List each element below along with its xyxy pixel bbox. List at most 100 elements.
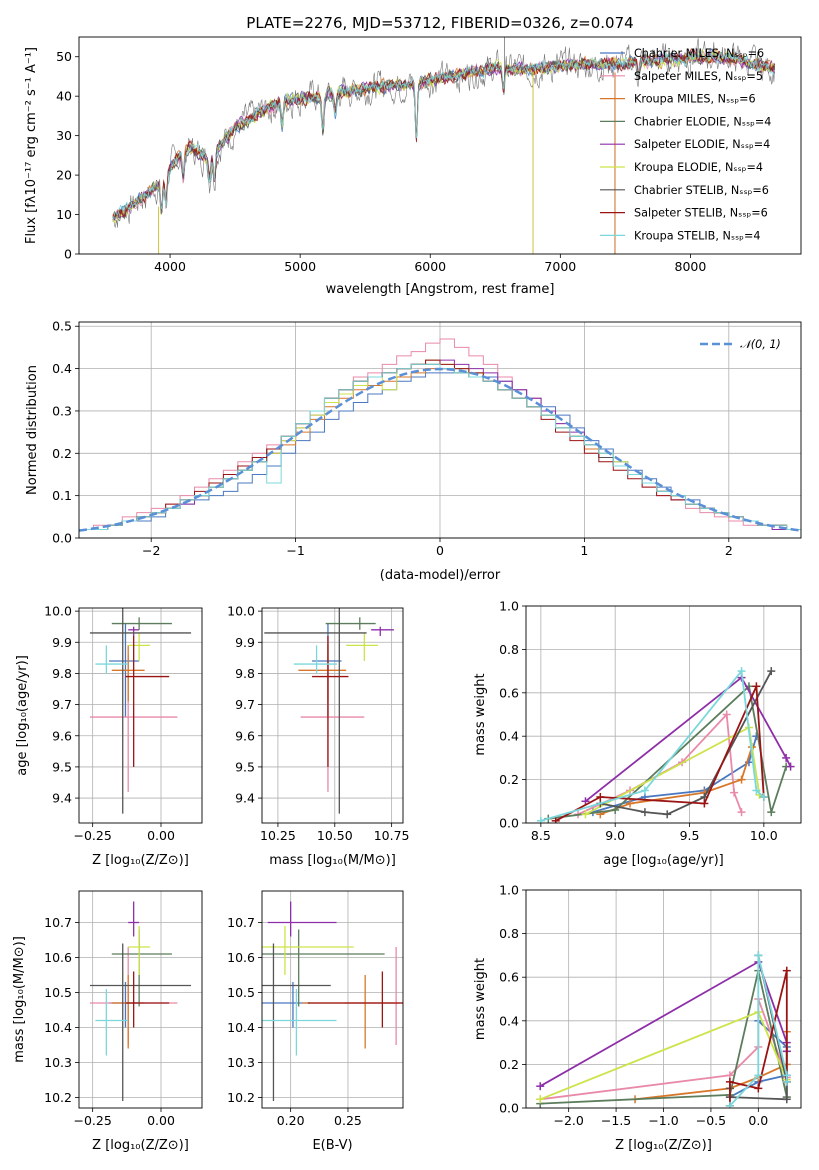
errorbars	[89, 901, 192, 1101]
weight-point	[737, 808, 746, 817]
y-tick-label: 0.8	[499, 642, 519, 657]
weight-point	[759, 792, 768, 801]
x-tick-label: 0.0	[748, 1113, 768, 1128]
y-tick-label: 0.6	[499, 970, 519, 985]
weight-point	[737, 775, 746, 784]
x-tick-label: 10.0	[750, 828, 778, 843]
y-tick-label: 10.0	[44, 604, 72, 619]
y-tick-label: 9.9	[235, 635, 255, 650]
age-vs-mass-panel: 10.25 10.50 10.75 9.4 9.5 9.6 9.7 9.8 9.9 10.0 mas…	[227, 604, 410, 868]
legend-label: Chabrier ELODIE, Nₛₛₚ=4	[634, 115, 771, 128]
errorbar-marker	[300, 654, 365, 792]
axes-frame	[261, 607, 404, 824]
errorbar-marker	[262, 929, 385, 1007]
normal-curve	[79, 367, 801, 532]
x-tick-label: 4000	[154, 259, 186, 274]
y-tick-label: 0.2	[499, 1057, 519, 1072]
errorbar-marker	[89, 608, 192, 814]
x-tick-label: −1	[286, 543, 304, 558]
x-tick-label: −2	[142, 543, 160, 558]
weight-point	[730, 788, 739, 797]
x-axis-label: Z [log₁₀(Z/Z⊙)]	[92, 853, 189, 868]
errorbar-marker	[344, 947, 403, 1045]
x-axis-label: mass [log₁₀(M/M⊙)]	[269, 853, 396, 868]
x-tick-label: 1	[580, 543, 588, 558]
x-tick-label: 7000	[544, 259, 576, 274]
y-tick-label: 10.4	[44, 1020, 72, 1035]
weight-point	[551, 816, 560, 823]
weight-line	[584, 676, 792, 803]
y-tick-label: 9.9	[52, 635, 72, 650]
weight-point	[767, 667, 776, 676]
errorbar-marker	[371, 626, 394, 637]
y-tick-label: 10.5	[44, 985, 72, 1000]
x-tick-label: 6000	[414, 259, 446, 274]
y-tick-label: 20	[56, 168, 72, 183]
y-tick-label: 9.4	[52, 791, 72, 806]
y-axis-label: mass [log₁₀(M/M⊙)]	[12, 936, 27, 1063]
legend-label: Chabrier MILES, Nₛₛₚ=6	[634, 47, 764, 60]
weight-vs-metallicity-panel: −2.0 −1.5 −1.0 −0.5 0.0 0.0 0.2 0.4 0.6 0.8 1.0 Z […	[473, 883, 802, 1153]
weight-point	[536, 1082, 545, 1091]
y-tick-label: 0.0	[499, 816, 519, 831]
weight-point	[626, 799, 635, 808]
x-tick-label: 0	[436, 543, 444, 558]
x-tick-label: 10.25	[260, 828, 296, 843]
y-tick-label: 0	[64, 247, 72, 262]
errorbars	[264, 608, 394, 814]
errorbar-marker	[262, 943, 331, 1101]
histogram-series	[79, 359, 801, 538]
spectrum-lines	[112, 37, 776, 254]
y-tick-label: 50	[56, 49, 72, 64]
x-axis-label: E(B-V)	[312, 1138, 352, 1153]
errorbar-marker	[111, 645, 145, 702]
y-tick-label: 10.3	[44, 1055, 72, 1070]
y-tick-label: 9.8	[52, 666, 72, 681]
axes-frame	[78, 607, 203, 824]
weight-point	[581, 810, 590, 819]
legend-label: Kroupa STELIB, Nₛₛₚ=4	[634, 229, 760, 242]
errorbar-marker	[267, 901, 337, 937]
weight-lines	[536, 667, 795, 823]
errorbar-marker	[293, 645, 338, 674]
errorbar-marker	[262, 989, 337, 1056]
x-tick-label: 0.25	[334, 1113, 362, 1128]
x-tick-label: 10.75	[374, 828, 410, 843]
errorbars	[262, 901, 403, 1101]
axes-frame	[78, 321, 802, 539]
observed-spectrum-line	[112, 38, 775, 229]
y-tick-label: 0.3	[52, 403, 72, 418]
errorbar-marker	[128, 626, 140, 637]
x-axis-label: wavelength [Angstrom, rest frame]	[326, 282, 555, 297]
weight-point	[737, 667, 746, 676]
y-tick-label: 0.4	[52, 361, 72, 376]
figure-title: PLATE=2276, MJD=53712, FIBERID=0326, z=0…	[246, 14, 633, 32]
legend-label: Chabrier STELIB, Nₛₛₚ=6	[634, 184, 769, 197]
legend-label: 𝒩(0, 1)	[740, 338, 781, 351]
histogram-steps	[79, 338, 801, 538]
errorbar-marker	[89, 943, 192, 1101]
axes-frame	[525, 889, 802, 1109]
errorbar-marker	[95, 645, 129, 674]
weight-point	[782, 1077, 791, 1086]
legend-label: Salpeter STELIB, Nₛₛₚ=6	[634, 207, 768, 220]
y-tick-label: 10.2	[227, 1090, 255, 1105]
axes-frame	[261, 890, 404, 1109]
y-tick-label: 9.5	[52, 759, 72, 774]
mass-vs-metallicity-panel: −0.25 0.00 10.2 10.3 10.4 10.5 10.6 10.7 Z [log₁…	[12, 890, 203, 1153]
weight-point	[782, 753, 791, 762]
weight-vs-age-panel: 8.5 9.0 9.5 10.0 0.0 0.2 0.4 0.6 0.8 1.0 age [log₁…	[473, 599, 802, 868]
y-tick-label: 0.0	[52, 531, 72, 546]
errorbar-marker	[95, 989, 129, 1056]
errorbar-marker	[111, 617, 172, 630]
y-tick-label: 9.8	[235, 666, 255, 681]
y-tick-label: 40	[56, 89, 72, 104]
y-tick-label: 10.4	[227, 1020, 255, 1035]
weight-point	[786, 762, 795, 771]
y-tick-label: 0.8	[499, 926, 519, 941]
legend-label: Salpeter MILES, Nₛₛₚ=5	[634, 70, 763, 83]
age-vs-metallicity-panel: −0.25 0.00 9.4 9.5 9.6 9.7 9.8 9.9 10.0 Z [log₁₀(…	[15, 604, 203, 868]
x-tick-label: −0.25	[74, 1113, 112, 1128]
legend-label: Salpeter ELODIE, Nₛₛₚ=4	[634, 138, 770, 151]
y-tick-label: 10	[56, 207, 72, 222]
